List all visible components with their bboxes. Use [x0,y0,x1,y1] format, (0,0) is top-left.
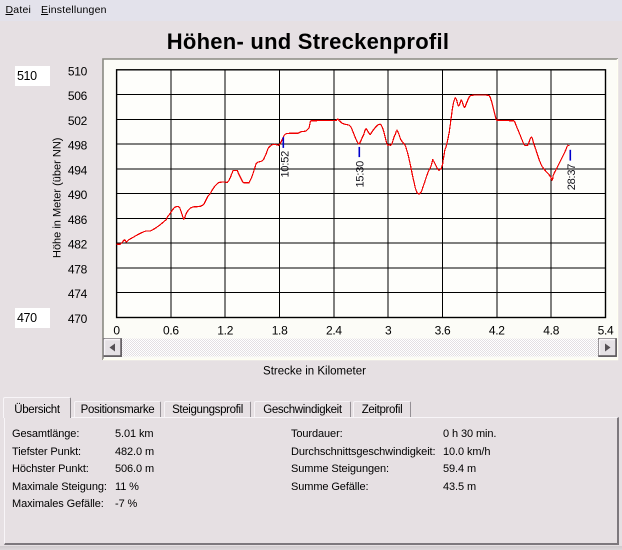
svg-text:5.4: 5.4 [598,324,614,338]
svg-text:2.4: 2.4 [326,324,342,338]
svg-text:490: 490 [68,188,88,202]
svg-text:470: 470 [68,312,88,326]
svg-text:15:30: 15:30 [354,161,366,188]
svg-text:494: 494 [68,163,88,177]
svg-text:0: 0 [113,324,120,338]
svg-text:4.8: 4.8 [543,324,559,338]
svg-text:486: 486 [68,213,88,227]
svg-text:28:37: 28:37 [566,164,578,191]
svg-text:3.6: 3.6 [435,324,451,338]
svg-text:498: 498 [68,139,88,153]
svg-text:482: 482 [68,238,88,252]
svg-text:502: 502 [68,114,88,128]
svg-text:506: 506 [68,89,88,103]
svg-text:Höhe in Meter (über NN): Höhe in Meter (über NN) [52,138,64,258]
svg-text:10:52: 10:52 [280,151,292,178]
svg-text:0.6: 0.6 [163,324,179,338]
svg-text:3: 3 [385,324,392,338]
svg-text:1.2: 1.2 [217,324,233,338]
svg-text:478: 478 [68,263,88,277]
svg-text:474: 474 [68,287,88,301]
svg-text:1.8: 1.8 [272,324,288,338]
svg-text:Strecke in Kilometer: Strecke in Kilometer [263,366,366,378]
svg-text:510: 510 [68,64,88,78]
svg-text:4.2: 4.2 [489,324,505,338]
